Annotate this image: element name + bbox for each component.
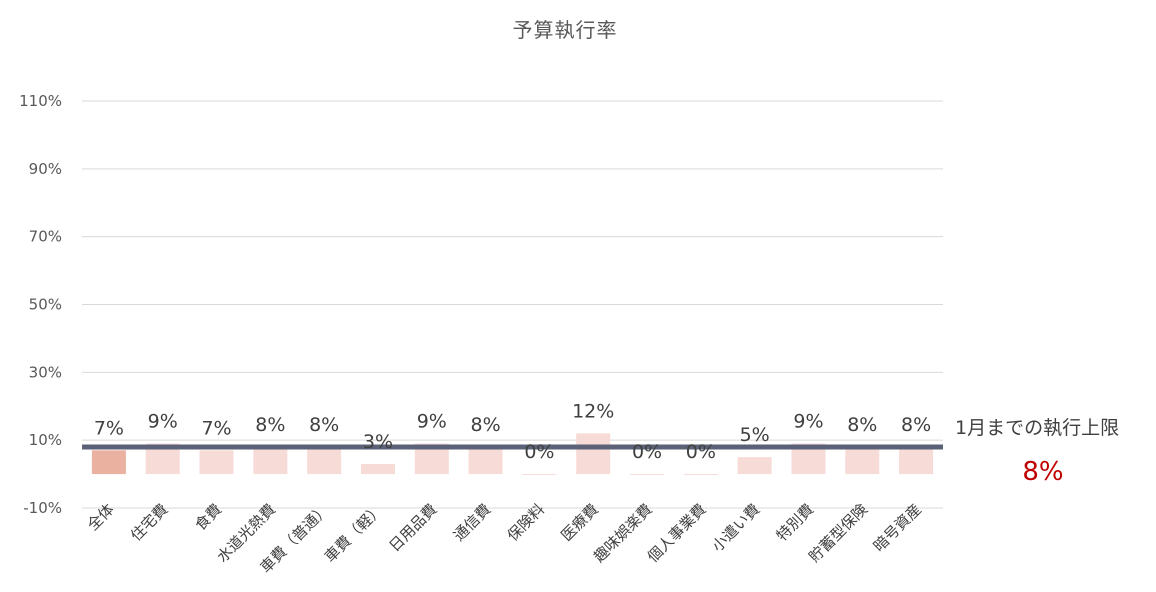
bar <box>360 463 395 475</box>
data-label: 9% <box>793 411 823 433</box>
data-label: 8% <box>471 414 501 436</box>
data-label: 8% <box>255 414 285 436</box>
category-label: 個人事業費 <box>644 500 710 566</box>
category-label: 特別費 <box>773 500 818 545</box>
execution-limit: 1月までの執行上限 8% <box>82 417 1119 487</box>
data-label: 5% <box>740 424 770 446</box>
data-label: 9% <box>417 411 447 433</box>
data-label: 8% <box>847 414 877 436</box>
category-label: 食費 <box>191 500 225 534</box>
y-tick-label: 70% <box>29 228 62 246</box>
category-label: 通信費 <box>450 500 495 545</box>
data-label: 3% <box>363 431 393 453</box>
data-label: 7% <box>201 417 231 439</box>
category-label: 貯蓄型保険 <box>805 500 871 566</box>
data-labels: 7% 9% 7% 8% 8% 3% 9% 8% 0% 12% 0% 0% 5% 9% 8% 8% <box>94 400 931 463</box>
category-label: 全体 <box>84 500 118 534</box>
y-tick-label: 30% <box>29 363 62 381</box>
execution-limit-value: 8% <box>1022 457 1063 487</box>
data-label: 8% <box>901 414 931 436</box>
execution-limit-label: 1月までの執行上限 <box>955 417 1119 439</box>
bar <box>468 446 503 475</box>
bars <box>91 433 934 476</box>
bar <box>630 474 665 476</box>
y-tick-label: 10% <box>29 431 62 449</box>
bar <box>683 474 718 476</box>
bar <box>91 450 126 475</box>
y-tick-label: 90% <box>29 160 62 178</box>
gridlines <box>82 100 943 509</box>
bar <box>253 446 288 475</box>
y-tick-label: -10% <box>23 499 62 517</box>
y-axis: 110% 90% 70% 50% 30% 10% -10% <box>19 92 62 517</box>
bar <box>522 474 557 476</box>
bar <box>576 433 611 475</box>
data-label: 7% <box>94 417 124 439</box>
data-label: 8% <box>309 414 339 436</box>
bar <box>737 457 772 475</box>
bar <box>899 446 934 475</box>
bar <box>307 446 342 475</box>
chart-title: 予算執行率 <box>513 18 618 42</box>
category-label: 住宅費 <box>127 500 172 545</box>
data-label: 12% <box>572 400 614 422</box>
data-label: 9% <box>148 411 178 433</box>
data-label: 0% <box>686 441 716 463</box>
category-label: 保険料 <box>504 500 549 545</box>
category-label: 医療費 <box>557 500 602 545</box>
bar <box>199 450 234 475</box>
data-label: 0% <box>524 441 554 463</box>
y-tick-label: 50% <box>29 296 62 314</box>
data-label: 0% <box>632 441 662 463</box>
bar <box>845 446 880 475</box>
category-label: 車費（軽） <box>321 500 387 566</box>
y-tick-label: 110% <box>19 92 62 110</box>
